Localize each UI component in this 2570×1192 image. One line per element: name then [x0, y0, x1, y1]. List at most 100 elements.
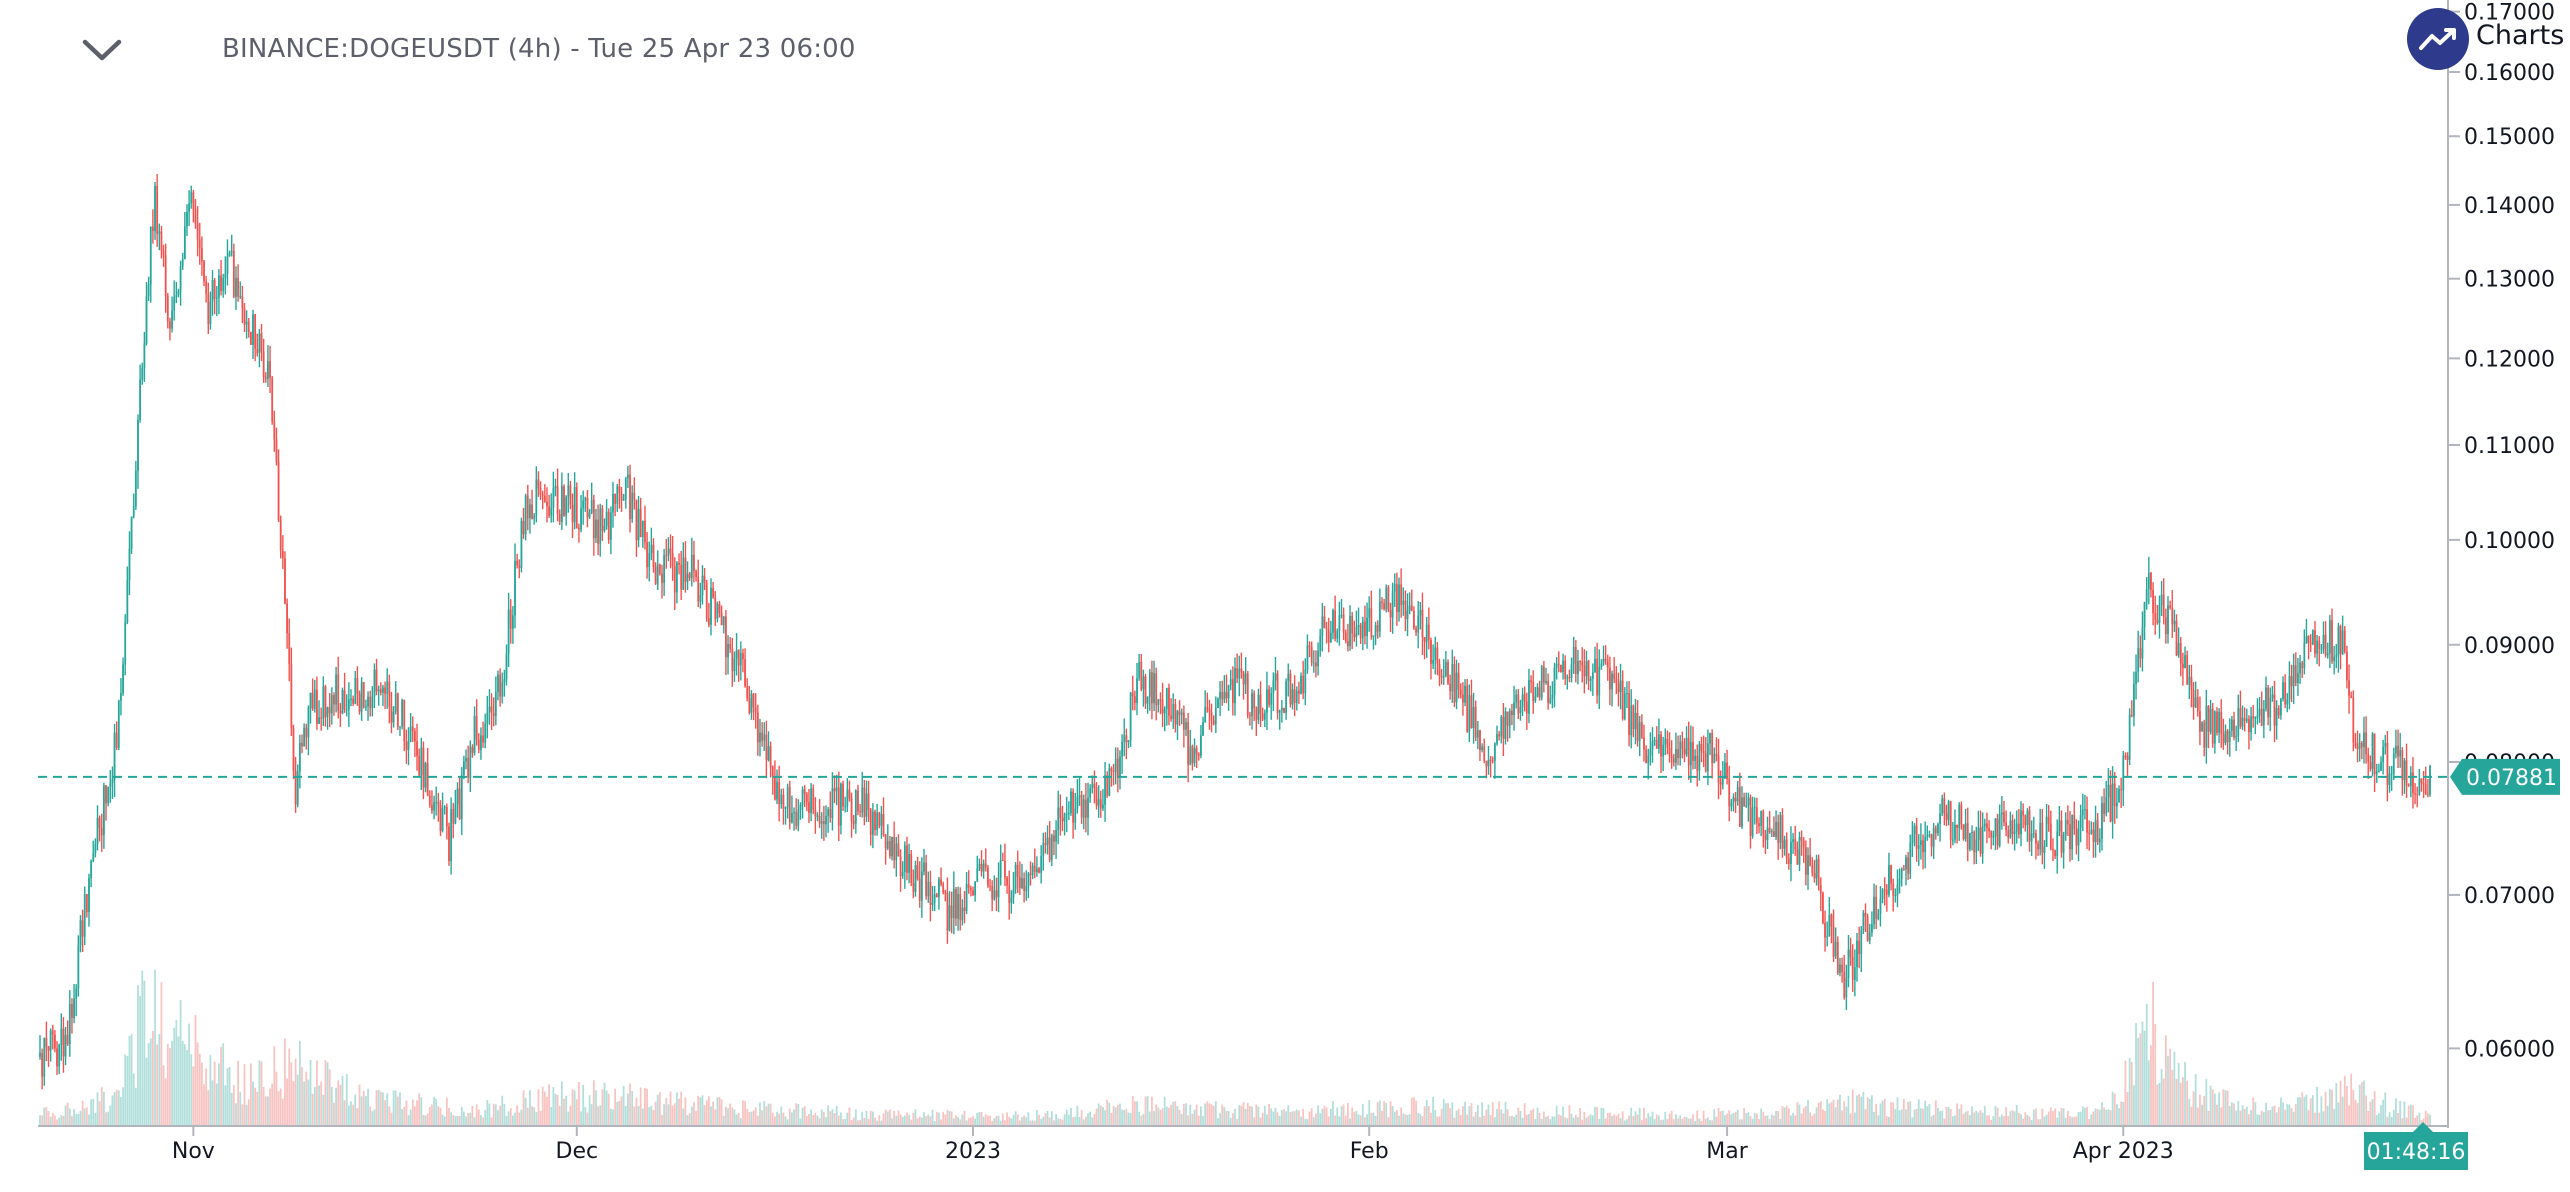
volume-bar: [1189, 1104, 1192, 1126]
candle-body: [192, 192, 195, 210]
candle-body: [612, 493, 614, 513]
volume-bar: [58, 1117, 61, 1126]
candle-body: [1413, 610, 1415, 629]
volume-bar: [1370, 1112, 1373, 1126]
candle-body: [2260, 708, 2263, 726]
volume-bar: [1768, 1119, 1771, 1126]
candle-body: [2222, 734, 2225, 744]
volume-bar: [2273, 1105, 2276, 1126]
volume-bar: [1711, 1120, 1714, 1126]
volume-bar: [644, 1087, 646, 1126]
volume-bar: [1148, 1111, 1151, 1126]
brand-logo[interactable]: [2407, 8, 2469, 70]
volume-bar: [1668, 1113, 1671, 1126]
volume-bar: [445, 1097, 448, 1126]
candle-body: [2279, 698, 2282, 716]
volume-bar: [952, 1118, 955, 1126]
volume-bar: [531, 1106, 533, 1126]
volume-bar: [1839, 1094, 1841, 1126]
candle-body: [252, 314, 254, 345]
volume-bar: [484, 1110, 487, 1126]
volume-bar: [2343, 1075, 2346, 1126]
volume-bar: [2077, 1111, 2080, 1126]
volume-bar: [1261, 1112, 1264, 1126]
candle-body: [1148, 672, 1151, 697]
volume-bar: [2409, 1104, 2412, 1126]
candle-body: [1809, 855, 1812, 866]
volume-bar: [41, 1115, 44, 1126]
candle-body: [1755, 807, 1758, 824]
candle-body: [399, 726, 401, 728]
candle-body: [1070, 791, 1072, 814]
candle-body: [556, 486, 559, 515]
volume-bar: [773, 1116, 776, 1126]
candle-body: [1402, 600, 1405, 605]
candle-body: [2062, 834, 2065, 853]
candle-body: [701, 575, 704, 596]
volume-bar: [2367, 1111, 2370, 1126]
volume-bar: [1187, 1115, 1190, 1126]
volume-bar: [164, 1078, 167, 1126]
volume-bar: [386, 1093, 389, 1126]
candle-body: [1956, 824, 1959, 828]
candle-body: [1638, 722, 1641, 742]
candle-body: [1370, 608, 1373, 637]
candle-body: [452, 809, 455, 824]
candle-body: [2069, 824, 2071, 850]
volume-bar: [805, 1116, 808, 1126]
candle-body: [1528, 680, 1530, 714]
candle-body: [2133, 684, 2135, 717]
volume-bar: [1651, 1111, 1654, 1126]
volume-bar: [1943, 1118, 1946, 1126]
volume-bar: [1353, 1111, 1356, 1126]
candle-body: [737, 650, 740, 666]
candle-body: [1532, 682, 1535, 701]
candle-body: [181, 259, 184, 267]
candle-body: [2147, 573, 2150, 590]
volume-bar: [550, 1106, 553, 1126]
volume-bar: [607, 1093, 610, 1126]
brand-label[interactable]: Charts: [2476, 20, 2565, 51]
volume-bar: [452, 1114, 455, 1126]
volume-bar: [2045, 1114, 2048, 1126]
candle-body: [2301, 662, 2304, 669]
volume-bar: [1001, 1113, 1004, 1126]
candle-body: [1822, 893, 1824, 924]
candle-body: [1606, 660, 1609, 668]
candle-body: [1459, 689, 1462, 695]
volume-bar: [339, 1084, 342, 1126]
volume-bar: [2303, 1096, 2306, 1126]
candle-body: [2203, 722, 2206, 748]
candle-body: [1500, 716, 1503, 737]
time-axis[interactable]: Nov Dec 2023 Feb Mar Apr 2023: [172, 1126, 2174, 1164]
collapse-toggle-button[interactable]: [72, 24, 132, 76]
volume-bar: [2377, 1113, 2380, 1126]
candle-body: [1366, 617, 1368, 637]
candle-body: [695, 571, 697, 577]
volume-bar: [399, 1092, 401, 1126]
volume-bar: [1894, 1109, 1897, 1126]
volume-bar: [2199, 1094, 2201, 1126]
volume-bar: [1670, 1110, 1673, 1126]
volume-bar: [861, 1111, 864, 1126]
candle-body: [2339, 626, 2342, 655]
volume-bar: [2084, 1107, 2086, 1126]
volume-bar: [1594, 1106, 1596, 1126]
volume-bar: [1400, 1107, 1403, 1126]
volume-bar: [686, 1115, 689, 1126]
candle-body: [1368, 608, 1371, 618]
candle-body: [582, 500, 585, 509]
candle-body: [375, 669, 378, 692]
volume-bar: [1879, 1103, 1882, 1126]
candle-body: [1427, 624, 1430, 641]
candle-body: [79, 920, 82, 946]
volume-bar: [1583, 1111, 1586, 1126]
volume-bar: [1536, 1107, 1539, 1126]
price-axis[interactable]: 0.060000.070000.080000.090000.100000.110…: [2448, 1, 2555, 1063]
candle-body: [2256, 715, 2259, 718]
candle-body: [814, 809, 817, 817]
candle-body: [2316, 640, 2319, 654]
candle-body: [456, 788, 459, 805]
volume-bar: [1244, 1109, 1247, 1126]
